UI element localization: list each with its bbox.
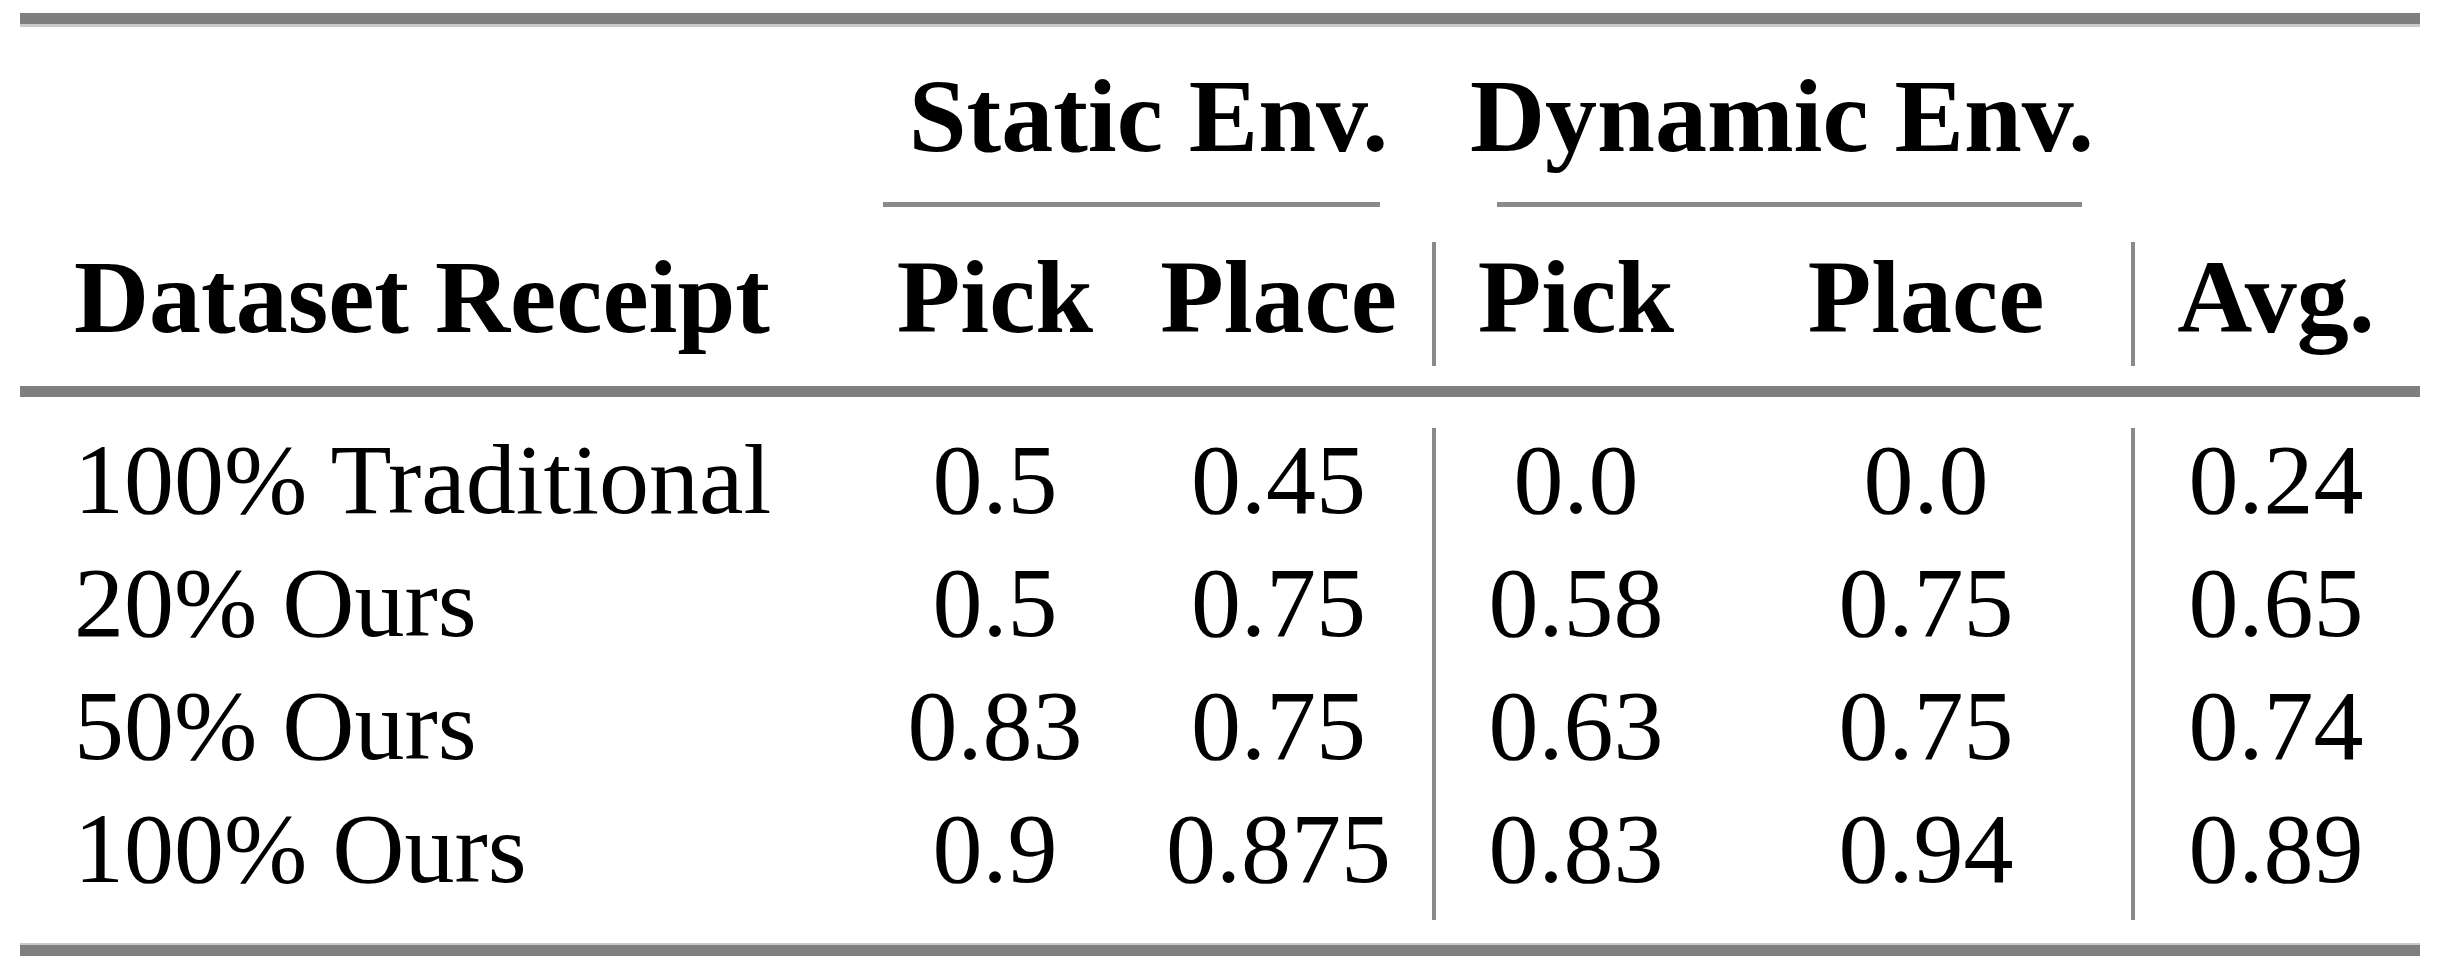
- cell-static-place: 0.875: [1125, 787, 1432, 910]
- group-spacer: [20, 24, 865, 207]
- col-header-static-place: Place: [1125, 207, 1432, 386]
- table-row: 20% Ours 0.5 0.75 0.58 0.75 0.65: [20, 541, 2420, 664]
- col-group-static-env-label: Static Env.: [909, 56, 1389, 175]
- results-table: Static Env. Dynamic Env. Dataset Receipt…: [20, 13, 2420, 954]
- row-label: 100% Ours: [20, 787, 865, 910]
- row-label: 50% Ours: [20, 664, 865, 787]
- column-group-row: Static Env. Dynamic Env.: [20, 24, 2420, 207]
- cell-static-pick: 0.5: [865, 541, 1125, 664]
- cell-dynamic-pick: 0.83: [1432, 787, 1720, 910]
- column-separator: [1432, 242, 1436, 366]
- column-separator: [2131, 242, 2135, 366]
- col-header-dynamic-pick: Pick: [1432, 207, 1720, 386]
- cell-static-place: 0.75: [1125, 664, 1432, 787]
- col-header-dataset-receipt: Dataset Receipt: [20, 207, 865, 386]
- cell-dynamic-place: 0.75: [1720, 664, 2132, 787]
- cell-static-place: 0.75: [1125, 541, 1432, 664]
- bottom-rule: [20, 943, 2420, 956]
- col-group-dynamic-env: Dynamic Env.: [1432, 24, 2132, 207]
- col-group-static-env: Static Env.: [865, 24, 1432, 207]
- row-label: 100% Traditional: [20, 418, 865, 541]
- cell-avg: 0.89: [2132, 787, 2420, 910]
- cell-dynamic-place: 0.0: [1720, 418, 2132, 541]
- column-separator: [2131, 428, 2135, 920]
- row-label: 20% Ours: [20, 541, 865, 664]
- col-header-avg: Avg.: [2132, 207, 2420, 386]
- column-header-row: Dataset Receipt Pick Place Pick Place Av…: [20, 207, 2420, 386]
- col-header-static-pick: Pick: [865, 207, 1125, 386]
- col-header-dynamic-place: Place: [1720, 207, 2132, 386]
- cell-static-place: 0.45: [1125, 418, 1432, 541]
- cell-avg: 0.74: [2132, 664, 2420, 787]
- cell-static-pick: 0.9: [865, 787, 1125, 910]
- cell-dynamic-place: 0.94: [1720, 787, 2132, 910]
- cell-static-pick: 0.5: [865, 418, 1125, 541]
- group-spacer: [2132, 24, 2420, 207]
- cell-dynamic-pick: 0.0: [1432, 418, 1720, 541]
- cell-avg: 0.24: [2132, 418, 2420, 541]
- table-row: 50% Ours 0.83 0.75 0.63 0.75 0.74: [20, 664, 2420, 787]
- mid-rule: [20, 386, 2420, 397]
- table-row: 100% Traditional 0.5 0.45 0.0 0.0 0.24: [20, 418, 2420, 541]
- col-group-dynamic-env-label: Dynamic Env.: [1470, 56, 2094, 175]
- table-row: 100% Ours 0.9 0.875 0.83 0.94 0.89: [20, 787, 2420, 910]
- cell-avg: 0.65: [2132, 541, 2420, 664]
- cell-static-pick: 0.83: [865, 664, 1125, 787]
- cell-dynamic-pick: 0.58: [1432, 541, 1720, 664]
- column-separator: [1432, 428, 1436, 920]
- cell-dynamic-pick: 0.63: [1432, 664, 1720, 787]
- cell-dynamic-place: 0.75: [1720, 541, 2132, 664]
